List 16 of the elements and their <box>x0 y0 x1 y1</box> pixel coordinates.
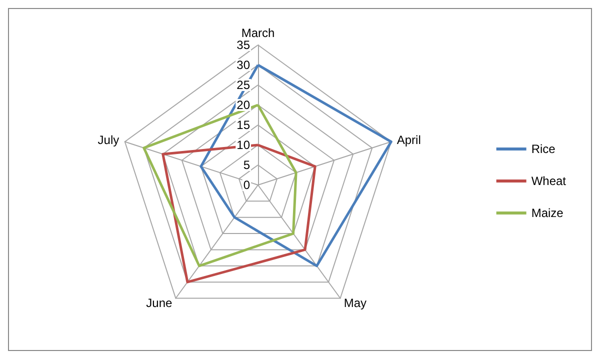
legend-label: Wheat <box>531 174 567 188</box>
y-tick-label: 35 <box>236 38 250 52</box>
spoke-label: April <box>396 132 421 147</box>
spoke-label: June <box>146 296 172 310</box>
legend-label: Rice <box>531 142 556 156</box>
y-tick-label: 10 <box>236 138 250 152</box>
legend-label: Maize <box>531 206 564 220</box>
y-tick-label: 0 <box>243 178 250 192</box>
y-tick-label: 5 <box>243 158 250 172</box>
y-tick-label: 15 <box>236 118 250 132</box>
spoke-label: March <box>241 26 275 40</box>
spoke-label: May <box>344 296 366 310</box>
y-tick-label: 25 <box>236 78 250 92</box>
spoke-label: July <box>98 132 120 147</box>
y-tick-label: 30 <box>236 58 250 72</box>
y-tick-label: 20 <box>236 98 250 112</box>
